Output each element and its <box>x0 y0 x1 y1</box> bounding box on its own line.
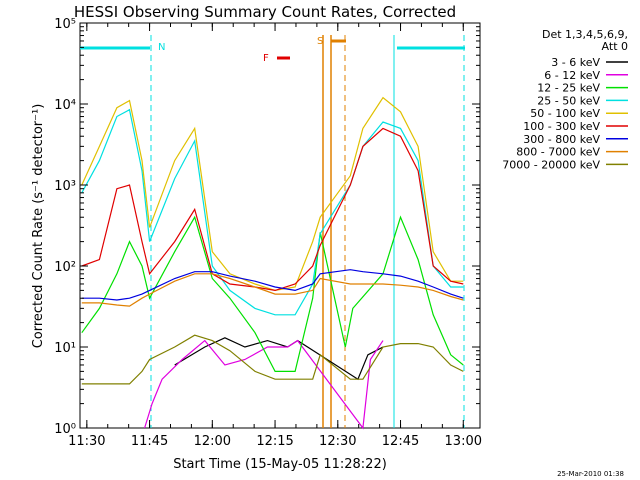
series-1 <box>144 339 384 430</box>
legend-label: 300 - 800 keV <box>523 133 600 146</box>
x-tick-label: 12:30 <box>319 434 356 449</box>
series-line <box>81 127 464 292</box>
series-line <box>81 334 464 385</box>
saa-label: S <box>317 36 323 47</box>
y-tick-label: 10¹ <box>54 341 76 356</box>
series-6 <box>81 269 464 301</box>
series-3 <box>81 108 464 316</box>
x-tick-label: 11:30 <box>68 434 105 449</box>
state-bars: N F S <box>80 35 465 428</box>
x-axis: 11:30 11:45 12:00 12:15 12:30 12:45 13:00 <box>68 23 482 449</box>
legend-header-1: Det 1,3,4,5,6,9, <box>542 28 628 41</box>
legend-label: 6 - 12 keV <box>544 69 600 82</box>
chart-title: HESSI Observing Summary Count Rates, Cor… <box>74 3 456 21</box>
x-tick-label: 13:00 <box>445 434 482 449</box>
flare-label: F <box>263 53 269 64</box>
legend-label: 7000 - 20000 keV <box>502 158 600 171</box>
y-tick-label: 10⁰ <box>54 422 76 437</box>
legend-label: 50 - 100 keV <box>530 107 600 120</box>
series-line <box>81 273 464 307</box>
y-tick-label: 10⁴ <box>54 98 76 113</box>
x-tick-label: 12:15 <box>256 434 293 449</box>
series-line <box>81 108 464 316</box>
y-axis-label: Corrected Count Rate (s⁻¹ detector⁻¹) <box>31 104 46 349</box>
plot-frame <box>79 22 481 429</box>
series-line <box>81 269 464 301</box>
y-tick-label: 10² <box>54 260 76 275</box>
legend-label: 12 - 25 keV <box>537 82 600 95</box>
series-lines <box>81 96 464 430</box>
series-7 <box>81 273 464 307</box>
y-tick-label: 10³ <box>54 179 76 194</box>
x-axis-label: Start Time (15-May-05 11:28:22) <box>173 457 387 472</box>
series-line <box>144 339 384 430</box>
legend-label: 800 - 7000 keV <box>516 146 600 159</box>
series-0 <box>174 337 384 381</box>
y-axis: 10⁰ 10¹ 10² 10³ 10⁴ 10⁵ <box>54 17 480 437</box>
series-2 <box>81 215 464 372</box>
series-line <box>174 337 384 381</box>
night-label: N <box>158 42 165 53</box>
x-tick-label: 12:45 <box>382 434 419 449</box>
series-8 <box>81 334 464 385</box>
legend-label: 100 - 300 keV <box>523 120 600 133</box>
legend-header-2: Att 0 <box>602 40 628 53</box>
series-5 <box>81 127 464 292</box>
x-tick-label: 11:45 <box>131 434 168 449</box>
legend-label: 25 - 50 keV <box>537 94 600 107</box>
series-line <box>81 215 464 372</box>
timestamp: 25-Mar-2010 01:38 <box>557 470 624 478</box>
y-tick-label: 10⁵ <box>54 17 76 32</box>
legend-label: 3 - 6 keV <box>551 56 600 69</box>
x-tick-label: 12:00 <box>194 434 231 449</box>
